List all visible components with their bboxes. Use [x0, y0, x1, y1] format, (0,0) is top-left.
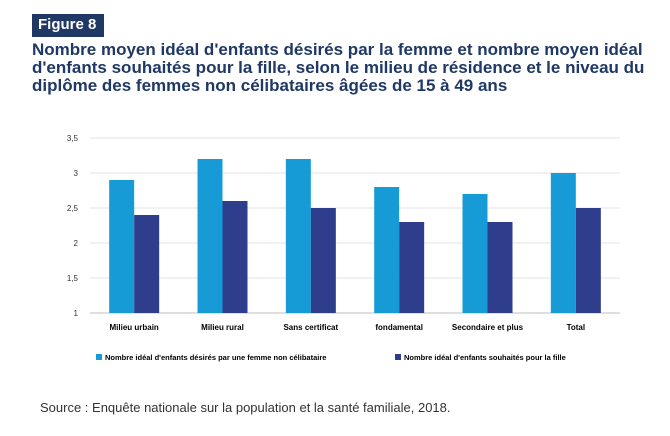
y-tick-label: 2,5: [67, 204, 79, 213]
x-category-label: Secondaire et plus: [452, 323, 524, 332]
legend-swatch: [395, 354, 401, 360]
legend-swatch: [96, 354, 102, 360]
figure-badge: Figure 8: [32, 14, 105, 37]
x-category-label: fondamental: [375, 323, 423, 332]
y-tick-label: 1: [74, 309, 79, 318]
bar-daughter-6: [575, 208, 601, 313]
bar-daughter-3: [310, 208, 336, 313]
y-tick-label: 3: [74, 169, 79, 178]
source-note: Source : Enquête nationale sur la popula…: [40, 400, 451, 415]
bar-daughter-5: [487, 222, 513, 313]
legend: Nombre idéal d'enfants désirés par une f…: [96, 353, 566, 362]
x-category-label: Milieu rural: [201, 323, 244, 332]
bar-desired-6: [550, 173, 576, 313]
x-axis-categories: Milieu urbain Milieu rural Sans certificat…: [109, 323, 585, 332]
y-axis-ticks: 1 1,5 2 2,5 3 3,5: [67, 134, 79, 318]
bar-desired-3: [285, 159, 311, 313]
bar-desired-4: [374, 187, 400, 313]
chart-title: Nombre moyen idéal d'enfants désirés par…: [32, 40, 645, 95]
x-category-label: Milieu urbain: [109, 323, 158, 332]
bar-daughter-4: [399, 222, 425, 313]
bar-desired-5: [462, 194, 488, 313]
x-category-label: Total: [567, 323, 586, 332]
bar-desired-2: [197, 159, 223, 313]
y-tick-label: 1,5: [67, 274, 79, 283]
bar-desired-1: [109, 180, 135, 313]
gridlines: [90, 137, 620, 314]
y-tick-label: 3,5: [67, 134, 79, 143]
legend-label: Nombre idéal d'enfants désirés par une f…: [105, 353, 326, 362]
y-tick-label: 2: [74, 239, 79, 248]
bar-daughter-2: [222, 201, 248, 313]
legend-label: Nombre idéal d'enfants souhaités pour la…: [404, 353, 566, 362]
bar-daughter-1: [134, 215, 160, 313]
x-category-label: Sans certificat: [283, 323, 338, 332]
bars: [109, 159, 601, 313]
